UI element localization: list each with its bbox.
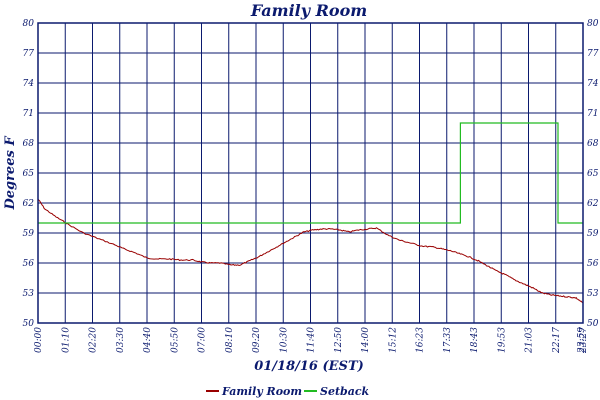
x-tick-label: 14:00 [361,327,371,353]
y-axis-label: Degrees F [3,136,18,211]
y-tick-label-right: 71 [587,109,598,119]
y-tick-label-left: 65 [23,169,35,179]
y-tick-label-right: 62 [587,199,599,209]
y-tick-label-right: 50 [587,319,599,329]
x-tick-label: 22:17 [552,327,562,354]
y-tick-label-right: 74 [587,79,599,89]
y-axis-left: 50 53 56 59 62 65 68 71 74 77 80 [23,19,35,329]
y-tick-label-left: 71 [23,109,34,119]
x-tick-label: 01:10 [61,327,71,353]
y-tick-label-left: 50 [23,319,35,329]
x-tick-label: 11:40 [307,327,317,353]
y-tick-label-right: 80 [587,19,599,29]
x-tick-label: 02:20 [89,327,99,353]
x-tick-label: 15:12 [388,327,398,353]
x-tick-label: 00:00 [34,327,44,353]
y-tick-label-right: 68 [587,139,599,149]
x-tick-label: 12:50 [334,327,344,353]
y-tick-label-left: 77 [23,49,35,59]
y-tick-label-right: 77 [587,49,599,59]
y-tick-label-left: 68 [23,139,35,149]
legend-label-family-room: Family Room [221,385,302,398]
x-tick-label: 19:53 [497,327,507,353]
y-tick-label-right: 65 [587,169,599,179]
y-tick-label-left: 53 [23,289,35,299]
y-tick-label-right: 56 [587,259,599,269]
x-tick-label: 21:03 [525,327,535,354]
x-tick-label: 04:40 [143,327,153,353]
x-tick-label: 10:30 [279,327,289,353]
y-tick-label-right: 53 [587,289,599,299]
grid [38,23,583,323]
y-axis-right: 50 53 56 59 62 65 68 71 74 77 80 [587,19,599,329]
x-tick-label: 23:27 [579,327,589,354]
x-tick-label: 03:30 [116,327,126,353]
x-tick-label: 08:10 [225,327,235,353]
y-tick-label-left: 56 [23,259,35,269]
y-tick-label-left: 74 [23,79,35,89]
x-tick-label: 09:20 [252,327,262,353]
chart-title: Family Room [250,1,367,20]
x-axis: 00:00 01:10 02:20 03:30 04:40 05:50 07:00 08:10… [34,327,589,354]
series-line-family-room [37,198,584,304]
x-tick-label: 05:50 [170,327,180,353]
x-tick-label: 17:33 [443,327,453,353]
x-axis-label: 01/18/16 (EST) [254,359,364,374]
y-tick-label-left: 80 [23,19,35,29]
y-tick-label-right: 59 [587,229,599,239]
x-tick-label: 07:00 [198,327,208,353]
y-tick-label-left: 62 [23,199,35,209]
y-tick-label-left: 59 [23,229,35,239]
series-group [37,122,584,304]
plot-frame [37,22,584,324]
legend-label-setback: Setback [320,385,370,398]
legend: Family Room Setback [206,385,370,398]
x-tick-label: 18:43 [470,327,480,353]
x-tick-label: 23:59 [577,327,587,354]
x-tick-label: 16:23 [416,327,426,353]
series-line-setback [38,122,583,224]
